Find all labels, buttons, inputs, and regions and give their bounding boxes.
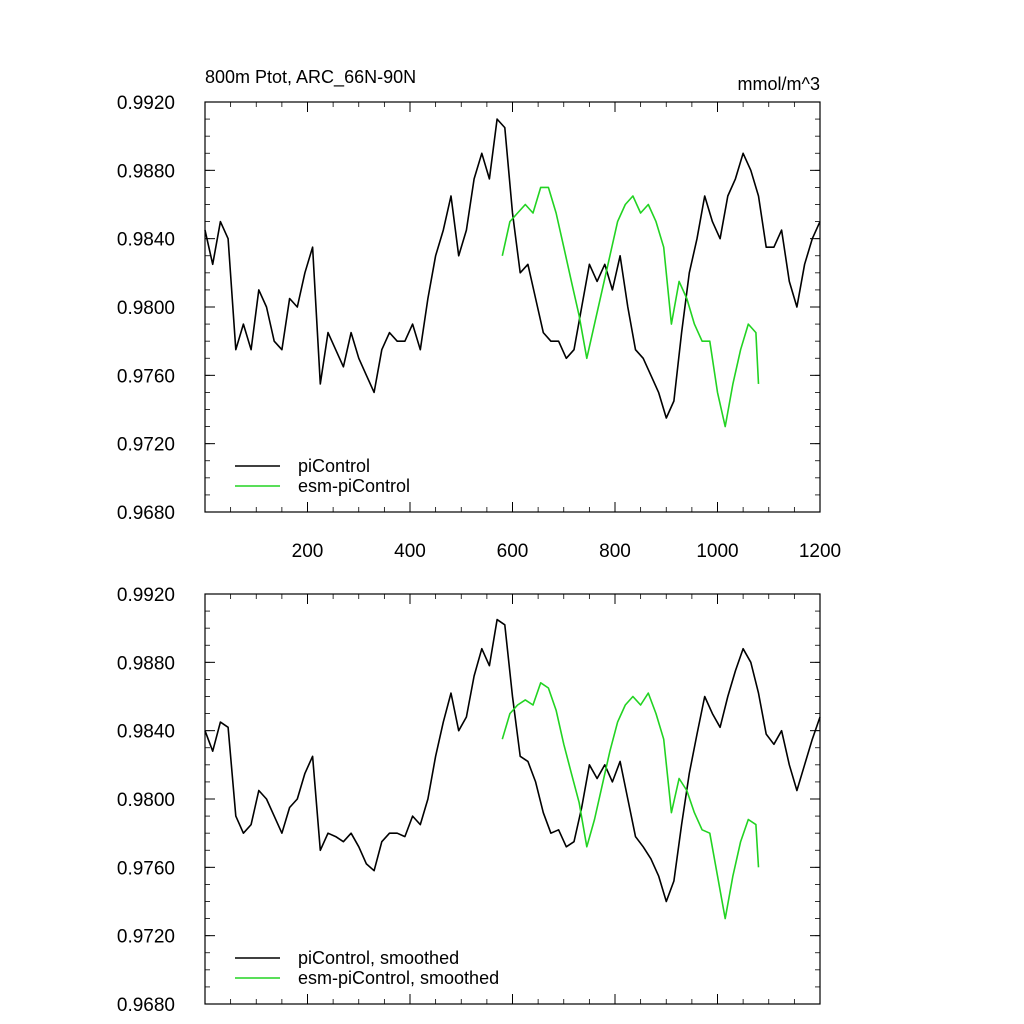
y-tick-label: 0.9920 bbox=[117, 585, 175, 606]
y-tick-label: 0.9880 bbox=[117, 161, 175, 182]
y-tick-label: 0.9760 bbox=[117, 366, 175, 387]
chart-title: 800m Ptot, ARC_66N-90N bbox=[205, 67, 416, 88]
series-line-0 bbox=[204, 618, 821, 903]
x-tick-label: 600 bbox=[497, 541, 529, 562]
legend-label: piControl bbox=[298, 456, 370, 476]
bottom-plot-panel: 0.9680 0.9720 0.9760 0.9800 0.9840 0.9880 0.99… bbox=[117, 585, 821, 1016]
y-tick-label: 0.9800 bbox=[117, 298, 175, 319]
series-line-0 bbox=[204, 118, 821, 419]
y-tick-label: 0.9880 bbox=[117, 653, 175, 674]
y-tick-label: 0.9720 bbox=[117, 927, 175, 948]
y-tick-label: 0.9840 bbox=[117, 230, 175, 251]
y-tick-label: 0.9680 bbox=[117, 503, 175, 524]
y-tick-label: 0.9760 bbox=[117, 858, 175, 879]
series-line-1 bbox=[501, 681, 760, 920]
x-tick-label: 200 bbox=[292, 541, 324, 562]
y-tick-label: 0.9920 bbox=[117, 93, 175, 114]
x-tick-label: 1200 bbox=[799, 541, 841, 562]
y-tick-label: 0.9840 bbox=[117, 722, 175, 743]
legend-label: esm-piControl bbox=[298, 476, 410, 496]
y-tick-label: 0.9680 bbox=[117, 995, 175, 1016]
x-tick-label: 1000 bbox=[696, 541, 738, 562]
series-line-1 bbox=[501, 186, 760, 428]
top-plot-panel: 0.9680 0.9720 0.9760 0.9800 0.9840 0.9880 0.99… bbox=[117, 93, 841, 562]
y-tick-label: 0.9800 bbox=[117, 790, 175, 811]
y-tick-label: 0.9720 bbox=[117, 435, 175, 456]
x-tick-label: 400 bbox=[394, 541, 426, 562]
chart-units: mmol/m^3 bbox=[738, 74, 820, 94]
legend-label: esm-piControl, smoothed bbox=[298, 968, 499, 988]
legend-label: piControl, smoothed bbox=[298, 948, 459, 968]
x-tick-label: 800 bbox=[599, 541, 631, 562]
